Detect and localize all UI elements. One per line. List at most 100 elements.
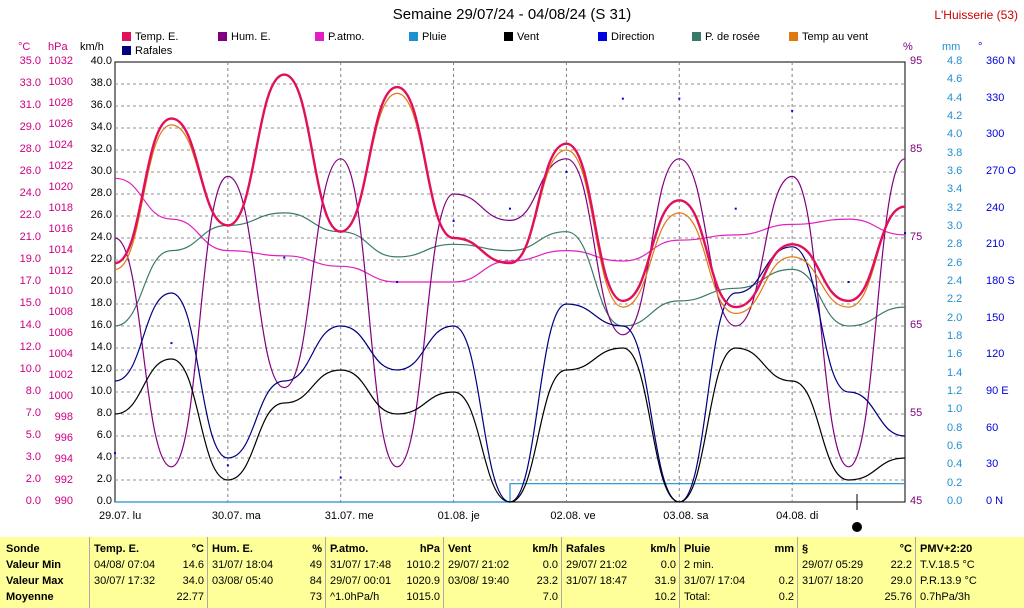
wind-tick: 8.0 xyxy=(96,407,112,419)
stats-column-name: Hum. E. xyxy=(212,543,253,555)
legend-label: P. de rosée xyxy=(705,31,760,43)
stats-column-header: P.atmo. hPa xyxy=(330,541,440,557)
wind-tick: 24.0 xyxy=(90,231,112,243)
stats-separator xyxy=(797,537,798,608)
stats-separator xyxy=(915,537,916,608)
pressure-tick: 1002 xyxy=(48,369,73,382)
stats-cell-row: 30/07/ 17:32 34.0 xyxy=(94,573,204,589)
stats-cell-row: 04/08/ 07:04 14.6 xyxy=(94,557,204,573)
pressure-unit: hPa xyxy=(48,41,68,53)
rain-tick: 0.6 xyxy=(947,440,963,452)
rain-tick: 2.4 xyxy=(947,275,963,287)
x-tick-label: 30.07. ma xyxy=(211,510,261,522)
stats-cell-value: 31.9 xyxy=(654,575,676,587)
temp-tick: 5.0 xyxy=(25,429,41,441)
temp-tick: 29.0 xyxy=(19,121,41,133)
direction-point xyxy=(339,476,342,479)
dir-tick: 120 xyxy=(986,348,1005,361)
stats-cell-row: 7.0 xyxy=(448,589,558,605)
stats-column: Temp. E. °C 04/08/ 07:04 14.6 30/07/ 17:32 34… xyxy=(94,541,204,605)
temp-tick: 14.0 xyxy=(19,319,41,331)
stats-cell-label: ^1.0hPa/h xyxy=(330,591,380,603)
stats-cell-row: 29/07/ 21:02 0.0 xyxy=(566,557,676,573)
series-line-temp-e xyxy=(114,73,906,309)
stats-cell-row: Total: 0.2 xyxy=(684,589,794,605)
stats-cell-value: 29.0 xyxy=(890,575,912,587)
hum-tick: 55 xyxy=(910,407,923,419)
pressure-tick: 1026 xyxy=(48,117,73,130)
pressure-tick: 1006 xyxy=(48,327,73,340)
legend-label: Pluie xyxy=(422,31,447,43)
stats-cell-value: 22.2 xyxy=(890,559,912,571)
legend-label: P.atmo. xyxy=(328,31,365,43)
stats-column-name: § xyxy=(802,543,809,555)
stats-column-header: PMV+2:20 xyxy=(920,541,1020,557)
dir-unit: ° xyxy=(978,41,983,53)
stats-cell-label: 0.7hPa/3h xyxy=(920,591,971,603)
temp-tick: 12.0 xyxy=(19,341,41,353)
pressure-tick: 1000 xyxy=(48,390,73,403)
direction-point xyxy=(791,109,794,112)
stats-column: P.atmo. hPa 31/07/ 17:48 1010.2 29/07/ 00:01… xyxy=(330,541,440,605)
rain-tick: 2.2 xyxy=(947,293,963,306)
pressure-tick: 1014 xyxy=(48,243,73,256)
wind-tick: 6.0 xyxy=(96,429,112,441)
rain-tick: 3.0 xyxy=(947,220,963,232)
hum-tick: 95 xyxy=(910,55,923,67)
rain-unit: mm xyxy=(942,41,961,53)
legend-label: Vent xyxy=(517,31,540,43)
stats-cell-label: 29/07/ 05:29 xyxy=(802,559,864,571)
stats-cell-label: 2 min. xyxy=(684,559,714,571)
stats-row-label: Moyenne xyxy=(6,591,54,603)
rain-tick: 3.2 xyxy=(947,201,963,214)
stats-cell-row: T.V.18.5 °C xyxy=(920,557,1020,573)
stats-cell-row: 2 min. xyxy=(684,557,794,573)
temp-tick: 28.0 xyxy=(19,143,41,155)
wind-tick: 32.0 xyxy=(90,143,112,155)
stats-column-header: Temp. E. °C xyxy=(94,541,204,557)
rain-tick: 4.2 xyxy=(947,110,963,122)
wind-tick: 18.0 xyxy=(90,297,112,309)
x-tick-label: 01.08. je xyxy=(437,510,480,522)
stats-cell-row: P.R.13.9 °C xyxy=(920,573,1020,589)
rain-tick: 0.8 xyxy=(947,421,963,434)
stats-column-header: § °C xyxy=(802,541,912,557)
stats-cell-row: 0.7hPa/3h xyxy=(920,589,1020,605)
rain-tick: 0.4 xyxy=(947,458,963,471)
stats-cell-value: 0.0 xyxy=(542,559,558,571)
stats-column-name: Vent xyxy=(448,543,472,555)
wind-tick: 16.0 xyxy=(90,319,112,331)
pressure-tick: 990 xyxy=(54,495,73,507)
direction-point xyxy=(283,256,286,259)
legend-item: Rafales xyxy=(122,45,172,57)
wind-tick: 38.0 xyxy=(90,77,112,89)
temp-tick: 8.0 xyxy=(25,385,41,397)
temp-tick: 31.0 xyxy=(19,99,41,111)
series-line-rafales xyxy=(114,246,906,503)
stats-cell-row: 29/07/ 21:02 0.0 xyxy=(448,557,558,573)
rain-tick: 2.6 xyxy=(947,256,963,269)
stats-cell-value: 22.77 xyxy=(176,591,204,603)
rain-tick: 3.6 xyxy=(947,165,963,177)
dir-tick: 270 O xyxy=(986,165,1016,177)
direction-point xyxy=(734,207,737,210)
pressure-tick: 1024 xyxy=(48,138,73,151)
stats-cell-row: 29/07/ 00:01 1020.9 xyxy=(330,573,440,589)
wind-tick: 22.0 xyxy=(90,253,112,265)
pressure-tick: 992 xyxy=(54,474,73,487)
dir-tick: 30 xyxy=(986,458,999,471)
stats-column-header: Rafales km/h xyxy=(566,541,676,557)
rain-tick: 4.8 xyxy=(947,55,963,67)
dir-tick: 240 xyxy=(986,201,1005,214)
stats-row-label: Valeur Max xyxy=(6,575,64,587)
stats-column-unit: °C xyxy=(899,543,912,555)
rain-tick: 1.2 xyxy=(947,385,963,397)
temp-tick: 15.0 xyxy=(19,297,41,309)
legend-label: Temp. E. xyxy=(135,31,179,43)
stats-column: Pluie mm 2 min. 31/07/ 17:04 0.2 Total: 0.2 xyxy=(684,541,794,605)
wind-tick: 28.0 xyxy=(90,187,112,199)
x-tick-label: 03.08. sa xyxy=(663,510,709,522)
pressure-tick: 1022 xyxy=(48,159,73,172)
legend-item: Pluie xyxy=(409,31,446,43)
legend-swatch xyxy=(218,32,227,41)
